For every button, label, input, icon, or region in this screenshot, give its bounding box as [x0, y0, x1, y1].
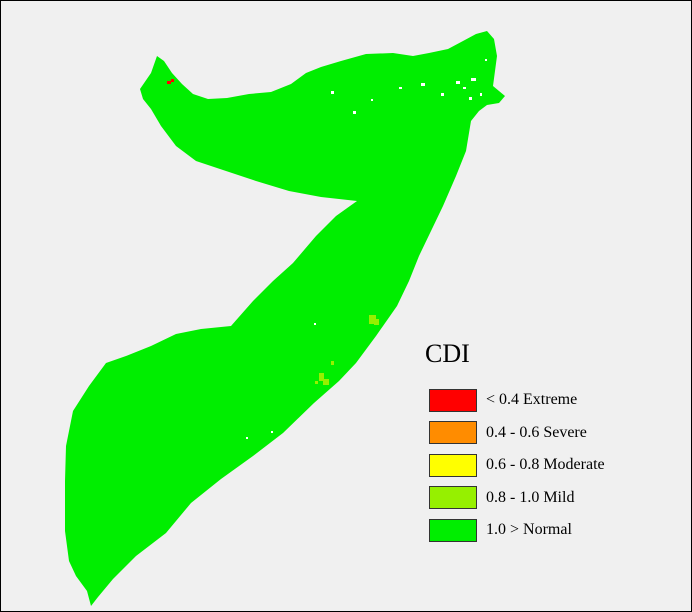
nodata-speck: [399, 87, 402, 89]
mild-patch: [369, 315, 376, 324]
legend-item-severe: 0.4 - 0.6 Severe: [425, 417, 655, 450]
legend-swatch-normal: [429, 518, 477, 542]
nodata-speck: [271, 431, 273, 433]
extreme-cluster: [167, 81, 171, 84]
nodata-speck: [471, 78, 476, 81]
nodata-speck: [421, 83, 425, 86]
nodata-speck: [246, 437, 248, 439]
nodata-speck: [441, 93, 444, 96]
mild-patch: [323, 379, 329, 385]
somalia-landmass: [65, 31, 505, 606]
legend-item-mild: 0.8 - 1.0 Mild: [425, 482, 655, 515]
nodata-speck: [469, 97, 472, 100]
nodata-speck: [463, 87, 466, 89]
mild-patch: [374, 319, 379, 325]
nodata-speck: [331, 91, 334, 94]
legend-item-extreme: < 0.4 Extreme: [425, 384, 655, 417]
nodata-speck: [456, 81, 460, 84]
nodata-speck: [314, 323, 316, 325]
legend-swatch-severe: [429, 421, 477, 445]
nodata-speck: [480, 93, 482, 96]
extreme-cluster: [171, 79, 174, 82]
legend-swatch-extreme: [429, 388, 477, 412]
nodata-speck: [485, 59, 487, 61]
mild-patch: [331, 361, 334, 365]
nodata-speck: [371, 99, 373, 101]
legend-label-severe: 0.4 - 0.6 Severe: [486, 423, 587, 441]
legend-label-moderate: 0.6 - 0.8 Moderate: [486, 456, 605, 474]
legend-item-normal: 1.0 > Normal: [425, 514, 655, 547]
legend-title: CDI: [425, 339, 470, 368]
mild-patch: [319, 373, 324, 381]
nodata-speck: [353, 111, 356, 114]
map-legend: CDI < 0.4 Extreme 0.4 - 0.6 Severe 0.6 -…: [425, 339, 655, 547]
legend-label-extreme: < 0.4 Extreme: [486, 391, 578, 409]
legend-label-mild: 0.8 - 1.0 Mild: [486, 488, 575, 506]
legend-swatch-moderate: [429, 453, 477, 477]
mild-patch: [315, 381, 318, 384]
legend-label-normal: 1.0 > Normal: [486, 521, 572, 539]
legend-item-moderate: 0.6 - 0.8 Moderate: [425, 449, 655, 482]
legend-swatch-mild: [429, 486, 477, 510]
